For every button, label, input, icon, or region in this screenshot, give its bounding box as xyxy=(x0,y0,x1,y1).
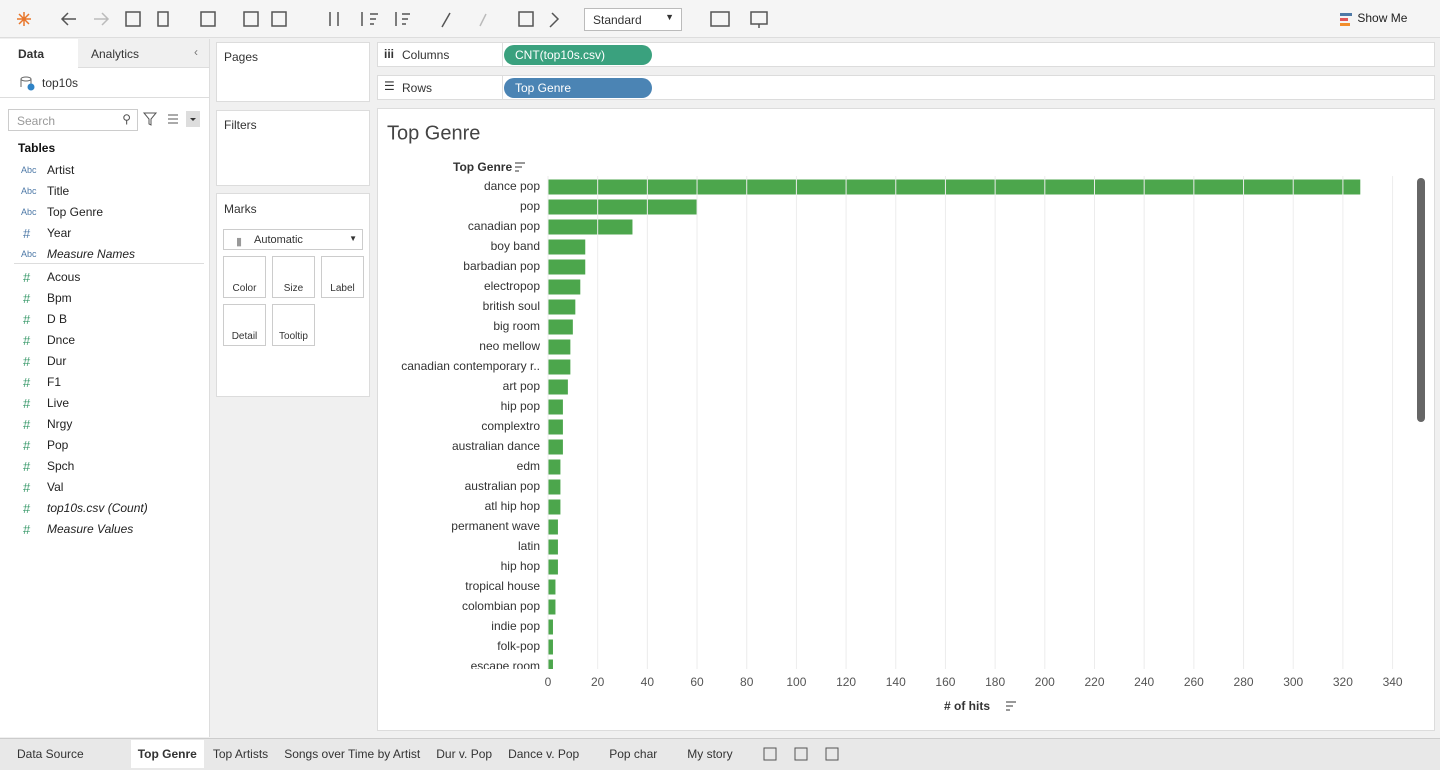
field-name[interactable]: Artist xyxy=(47,163,75,177)
field-type-icon: # xyxy=(23,417,31,432)
field-name[interactable]: Dur xyxy=(47,354,67,368)
search-placeholder: Search xyxy=(17,114,56,128)
field-type-icon: # xyxy=(23,354,31,369)
field-type-icon: Abc xyxy=(21,207,37,217)
sheet-tab[interactable]: Top Artists xyxy=(212,747,269,761)
field-name[interactable]: Measure Names xyxy=(47,247,136,261)
field-name[interactable]: Measure Values xyxy=(47,522,134,536)
field-type-icon: # xyxy=(23,522,31,537)
card-title: Filters xyxy=(224,118,257,132)
show-me-icon xyxy=(1340,13,1352,26)
shelf-label: Columns xyxy=(402,48,450,62)
separator xyxy=(14,263,204,264)
sheet-tab[interactable]: Data Source xyxy=(17,747,84,761)
field-name[interactable]: Year xyxy=(47,226,72,240)
mark-button[interactable]: Color xyxy=(223,256,266,298)
mark-type-dropdown[interactable]: Automatic ▮ ▼ xyxy=(223,229,363,250)
data-pane: Data Analytics ‹ top10s Search ⚲ Tables Ab… xyxy=(0,39,210,737)
columns-pill[interactable]: CNT(top10s.csv) xyxy=(504,45,652,65)
mark-button[interactable]: Detail xyxy=(223,304,266,346)
tab-label: Data xyxy=(18,47,45,61)
field-name[interactable]: Dnce xyxy=(47,333,76,347)
new-sheet-icons xyxy=(763,747,839,761)
field-name[interactable]: F1 xyxy=(47,375,62,389)
field-name[interactable]: Val xyxy=(47,480,64,494)
sheet-tabs: Data Source Top Genre Top Artists Songs ove… xyxy=(10,740,742,768)
toolbar-icons-2 xyxy=(710,11,768,28)
toolbar-icons xyxy=(17,11,560,28)
field-type-icon: # xyxy=(23,291,31,306)
data-source[interactable]: top10s xyxy=(42,76,79,90)
sheet-tab[interactable]: Top Genre xyxy=(130,740,204,768)
section-header: Tables xyxy=(18,141,56,155)
field-name[interactable]: Live xyxy=(47,396,70,410)
rows-pill[interactable]: Top Genre xyxy=(504,78,652,98)
mark-button[interactable]: Label xyxy=(321,256,364,298)
show-me-label: Show Me xyxy=(1357,11,1408,26)
mark-type: Automatic xyxy=(254,234,303,246)
sheet-tab[interactable]: Pop char xyxy=(609,747,658,761)
sheet-tab[interactable]: Dance v. Pop xyxy=(508,747,580,761)
card-title: Marks xyxy=(224,202,257,216)
field-type-icon: # xyxy=(23,375,31,390)
field-type-icon: # xyxy=(23,226,31,241)
card-title: Pages xyxy=(224,50,259,64)
sheet-tab-bar: Data Source Top Genre Top Artists Songs ove… xyxy=(0,738,1440,770)
show-me[interactable]: Show Me xyxy=(1340,11,1407,29)
shelf-label: Rows xyxy=(402,81,433,95)
sheet-tab[interactable]: Dur v. Pop xyxy=(436,747,493,761)
analytics-tab[interactable]: Analytics ‹ xyxy=(78,39,209,68)
field-name[interactable]: D B xyxy=(47,312,68,326)
field-type-icon: Abc xyxy=(21,165,37,175)
pages-card: Pages xyxy=(216,42,370,102)
mark-button[interactable]: Size xyxy=(272,256,315,298)
field-name[interactable]: Bpm xyxy=(47,291,72,305)
marks-card: Marks Automatic ▮ ▼ Color Size Label Detail To… xyxy=(216,193,370,397)
fit-label: Standard xyxy=(593,13,642,27)
search-box[interactable]: Search ⚲ xyxy=(8,109,138,131)
field-type-icon: # xyxy=(23,396,31,411)
sheet-tab[interactable]: Songs over Time by Artist xyxy=(284,747,421,761)
field-type-icon: # xyxy=(23,270,31,285)
field-type-icon: # xyxy=(23,501,31,516)
source-icon xyxy=(20,76,35,91)
sheet-tab[interactable]: My story xyxy=(687,747,733,761)
toolbar: Standard ▼ Show Me xyxy=(0,0,1440,38)
view-panel xyxy=(377,108,1435,731)
fit-dropdown[interactable]: Standard ▼ xyxy=(584,8,682,31)
field-name[interactable]: Spch xyxy=(47,459,75,473)
field-type-icon: Abc xyxy=(21,249,37,259)
tab-label: Analytics xyxy=(91,47,140,61)
field-name[interactable]: Pop xyxy=(47,438,69,452)
field-name[interactable]: Title xyxy=(47,184,70,198)
field-name[interactable]: Acous xyxy=(47,270,81,284)
mark-button[interactable]: Tooltip xyxy=(272,304,315,346)
field-type-icon: # xyxy=(23,438,31,453)
pane-icons xyxy=(142,111,200,127)
field-name[interactable]: Top Genre xyxy=(47,205,104,219)
field-type-icon: # xyxy=(23,459,31,474)
data-tab[interactable]: Data xyxy=(0,39,78,68)
filters-card: Filters xyxy=(216,110,370,186)
field-type-icon: # xyxy=(23,312,31,327)
field-type-icon: # xyxy=(23,333,31,348)
field-name[interactable]: Nrgy xyxy=(47,417,73,431)
field-type-icon: Abc xyxy=(21,186,37,196)
field-name[interactable]: top10s.csv (Count) xyxy=(47,501,148,515)
field-type-icon: # xyxy=(23,480,31,495)
